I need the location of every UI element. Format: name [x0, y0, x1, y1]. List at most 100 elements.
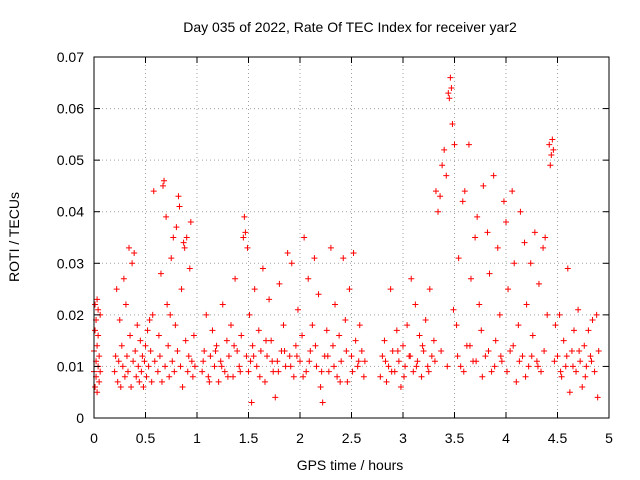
data-point	[257, 347, 264, 354]
data-point	[238, 332, 245, 339]
data-point	[410, 368, 417, 375]
data-point	[292, 342, 299, 349]
data-point	[534, 363, 541, 370]
data-point	[454, 353, 461, 360]
data-point	[404, 322, 411, 329]
data-point	[231, 342, 238, 349]
data-point	[199, 368, 206, 375]
data-point	[167, 311, 174, 318]
data-point	[558, 373, 565, 380]
data-point	[294, 306, 301, 313]
data-point	[505, 286, 512, 293]
data-point	[149, 311, 156, 318]
data-point	[127, 332, 134, 339]
data-point	[115, 358, 122, 365]
data-point	[535, 280, 542, 287]
data-point	[189, 373, 196, 380]
data-point	[407, 353, 414, 360]
data-point	[549, 136, 556, 143]
data-point	[270, 368, 277, 375]
data-point	[284, 249, 291, 256]
data-point	[205, 373, 212, 380]
data-point	[215, 378, 222, 385]
data-point	[511, 260, 518, 267]
data-point	[519, 353, 526, 360]
data-point	[97, 368, 104, 375]
data-point	[114, 378, 121, 385]
data-point	[203, 311, 210, 318]
data-point	[318, 368, 325, 375]
data-point	[311, 255, 318, 262]
grid-lines	[94, 57, 609, 418]
data-point	[334, 373, 341, 380]
data-point	[161, 177, 168, 184]
data-point	[136, 378, 143, 385]
data-point	[146, 317, 153, 324]
data-point	[340, 255, 347, 262]
data-point	[92, 301, 99, 308]
data-point	[541, 347, 548, 354]
data-point	[237, 368, 244, 375]
x-tick-label: 2.5	[342, 430, 362, 446]
data-point	[325, 368, 332, 375]
data-point	[123, 353, 130, 360]
data-point	[129, 260, 136, 267]
data-point	[221, 368, 228, 375]
data-point	[448, 84, 455, 91]
data-point	[516, 358, 523, 365]
x-tick-label: 3.5	[445, 430, 465, 446]
data-point	[190, 332, 197, 339]
data-point	[155, 332, 162, 339]
data-point	[525, 363, 532, 370]
data-point	[492, 337, 499, 344]
data-point	[138, 368, 145, 375]
data-point	[430, 337, 437, 344]
data-point	[579, 384, 586, 391]
data-point	[455, 255, 462, 262]
data-point	[491, 363, 498, 370]
data-point	[184, 368, 191, 375]
data-point	[587, 353, 594, 360]
data-point	[461, 188, 468, 195]
data-point	[176, 203, 183, 210]
data-point	[169, 358, 176, 365]
data-point	[361, 358, 368, 365]
data-point	[249, 342, 256, 349]
data-point	[186, 265, 193, 272]
data-point	[451, 141, 458, 148]
data-point	[156, 353, 163, 360]
data-point	[459, 198, 466, 205]
data-point	[533, 358, 540, 365]
data-point	[515, 322, 522, 329]
data-point	[494, 244, 501, 251]
data-point	[521, 239, 528, 246]
data-point	[453, 322, 460, 329]
data-point	[236, 363, 243, 370]
data-point	[113, 286, 120, 293]
data-point	[500, 198, 507, 205]
data-point	[245, 368, 252, 375]
data-point	[175, 193, 182, 200]
data-point	[472, 234, 479, 241]
data-point	[554, 353, 561, 360]
data-point	[145, 363, 152, 370]
data-point	[488, 368, 495, 375]
data-point	[522, 373, 529, 380]
data-point	[566, 389, 573, 396]
y-tick-label: 0.02	[57, 307, 84, 323]
data-point	[119, 363, 126, 370]
data-point	[437, 193, 444, 200]
data-point	[439, 162, 446, 169]
data-point	[243, 353, 250, 360]
data-point	[486, 270, 493, 277]
data-point	[312, 342, 319, 349]
data-point	[460, 368, 467, 375]
data-point	[137, 337, 144, 344]
data-point	[185, 353, 192, 360]
data-point	[397, 384, 404, 391]
data-point	[116, 317, 123, 324]
data-point	[232, 275, 239, 282]
data-point	[507, 347, 514, 354]
data-point	[569, 363, 576, 370]
data-point	[419, 342, 426, 349]
